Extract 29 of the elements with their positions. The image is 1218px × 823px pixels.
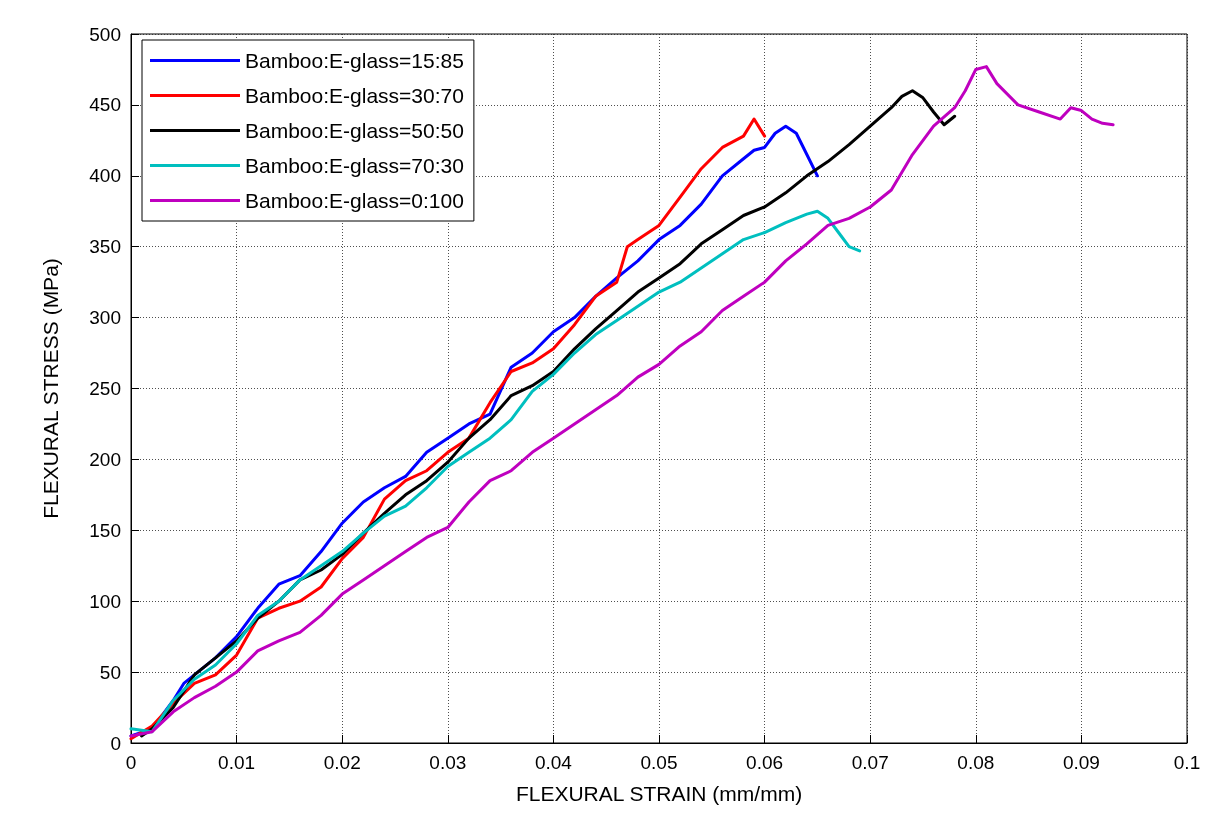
x-tick-label: 0.05 (640, 752, 678, 773)
legend-label: Bamboo:E-glass=15:85 (245, 49, 464, 72)
y-tick-label: 200 (89, 448, 121, 470)
y-axis-title: FLEXURAL STRESS (MPa) (39, 258, 62, 519)
y-tick-label: 400 (89, 165, 121, 187)
x-tick-label: 0.04 (534, 752, 573, 773)
x-tick-label: 0 (125, 752, 137, 773)
x-tick-label: 0.03 (429, 752, 467, 773)
y-tick-label: 50 (99, 661, 121, 683)
x-tick-label: 0.1 (1173, 752, 1201, 773)
x-tick-label: 0.07 (851, 752, 889, 773)
y-tick-label: 150 (89, 519, 121, 541)
legend-label: Bamboo:E-glass=30:70 (245, 84, 464, 107)
y-tick-label: 250 (89, 378, 121, 399)
legend-label: Bamboo:E-glass=70:30 (245, 154, 464, 177)
x-tick-label: 0.06 (746, 752, 784, 773)
y-tick-label: 450 (89, 94, 121, 116)
legend-label: Bamboo:E-glass=50:50 (245, 119, 464, 142)
legend-label: Bamboo:E-glass=0:100 (245, 189, 464, 212)
x-tick-label: 0.02 (323, 752, 361, 773)
y-tick-label: 300 (89, 307, 121, 329)
x-tick-label: 0.01 (218, 752, 256, 773)
x-axis-title: FLEXURAL STRAIN (mm/mm) (515, 782, 803, 805)
x-tick-label: 0.08 (957, 752, 995, 773)
y-tick-label: 100 (89, 590, 121, 612)
x-tick-label: 0.09 (1062, 752, 1100, 773)
y-tick-label: 500 (89, 23, 121, 45)
y-tick-label: 0 (110, 732, 121, 754)
y-tick-label: 350 (89, 236, 121, 258)
